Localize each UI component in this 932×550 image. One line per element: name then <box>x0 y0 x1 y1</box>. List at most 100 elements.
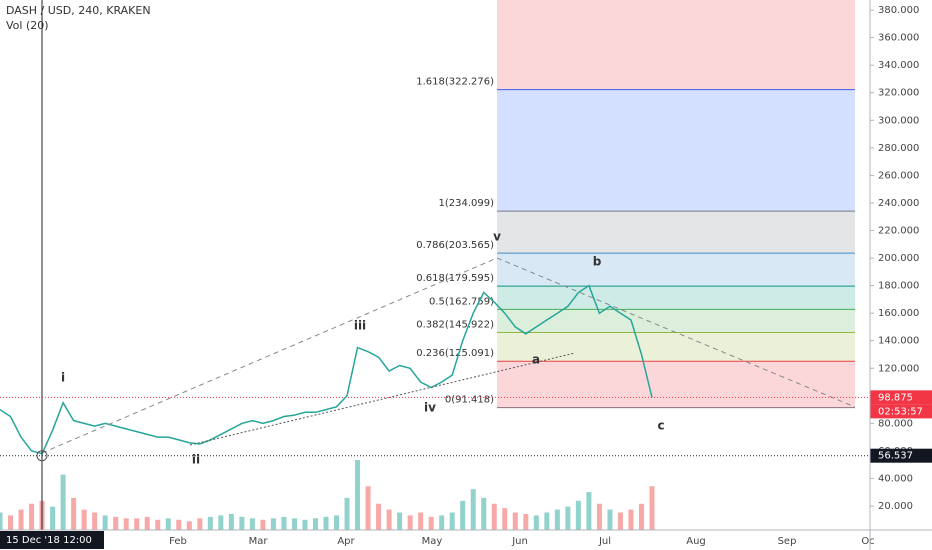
y-tick-label: 360.000 <box>878 33 919 44</box>
volume-bar <box>291 518 297 530</box>
volume-bar <box>29 503 35 530</box>
volume-bar <box>460 500 466 530</box>
fib-zone-top <box>497 0 855 90</box>
trend-line <box>189 352 576 446</box>
x-tick-label: Apr <box>337 536 355 547</box>
y-tick-label: 20.000 <box>878 501 913 512</box>
crosshair-time-tag <box>0 531 104 549</box>
fib-zone <box>497 286 855 310</box>
volume-bar <box>397 512 403 530</box>
fib-zone <box>497 309 855 333</box>
volume-bar <box>260 519 266 530</box>
y-tick-label: 260.000 <box>878 170 919 181</box>
volume-bar <box>113 516 119 530</box>
volume-bar <box>565 506 571 530</box>
volume-bar <box>50 506 56 530</box>
x-tick-label: Oc <box>861 536 874 547</box>
y-tick-label: 280.000 <box>878 143 919 154</box>
y-tick-label: 300.000 <box>878 115 919 126</box>
volume-bar <box>418 512 424 530</box>
fib-label: 0(91.418) <box>445 395 494 406</box>
y-tick-label: 80.000 <box>878 418 913 429</box>
indicator-label: Vol (20) <box>6 19 49 32</box>
volume-bar <box>355 460 361 530</box>
fib-zone <box>497 89 855 212</box>
wave-label: b <box>593 255 602 269</box>
countdown-label: 02:53:57 <box>878 406 923 417</box>
volume-bar <box>533 515 539 530</box>
volume-bar <box>544 512 550 530</box>
x-tick-label: Feb <box>169 536 187 547</box>
volume-bar <box>134 518 140 530</box>
fib-label: 0.382(145.922) <box>416 320 494 331</box>
fib-zone <box>497 332 855 362</box>
volume-bar <box>60 474 66 530</box>
volume-bar <box>386 509 392 530</box>
x-tick-label: Aug <box>686 536 706 547</box>
volume-bar <box>165 518 171 530</box>
fib-zone <box>497 253 855 287</box>
fib-label: 0.618(179.595) <box>416 273 494 284</box>
wave-label: ii <box>192 453 200 467</box>
x-tick-label: Sep <box>778 536 797 547</box>
volume-bar <box>92 512 98 530</box>
volume-bar <box>617 512 623 530</box>
wave-label: c <box>657 419 664 433</box>
fib-zone <box>497 361 855 408</box>
fib-label: 1(234.099) <box>438 198 494 209</box>
volume-bar <box>155 519 161 530</box>
x-tick-label: May <box>422 536 443 547</box>
crosshair-time-label: 15 Dec '18 12:00 <box>6 535 92 546</box>
volume-bar <box>344 497 350 530</box>
wave-label: iii <box>354 319 366 333</box>
volume-bar <box>197 518 203 530</box>
fib-zone <box>497 211 855 254</box>
trend-line <box>496 257 856 408</box>
volume-bar <box>228 513 234 530</box>
y-tick-label: 320.000 <box>878 88 919 99</box>
volume-bar <box>102 515 108 530</box>
volume-bar <box>8 515 14 530</box>
volume-bar <box>512 512 518 530</box>
volume-bar <box>334 515 340 530</box>
volume-bar <box>523 513 529 530</box>
fib-label: 0.236(125.091) <box>416 348 494 359</box>
volume-bar <box>281 516 287 530</box>
wave-label: a <box>532 353 540 367</box>
volume-bar <box>502 508 508 530</box>
crosshair-price-tag <box>870 448 932 463</box>
y-tick-label: 380.000 <box>878 5 919 16</box>
volume-bar <box>449 512 455 530</box>
volume-bar <box>207 516 213 530</box>
volume-bar <box>470 489 476 530</box>
volume-bar <box>649 486 655 530</box>
volume-bar <box>638 503 644 530</box>
y-tick-label: 220.000 <box>878 225 919 236</box>
volume-bar <box>376 503 382 530</box>
volume-bar <box>71 497 77 530</box>
wave-label: v <box>493 230 501 244</box>
y-tick-label: 340.000 <box>878 60 919 71</box>
volume-bar <box>323 516 329 530</box>
chart-title: DASH / USD, 240, KRAKEN <box>6 4 151 17</box>
countdown-tag <box>870 404 932 419</box>
volume-bar <box>218 515 224 530</box>
volume-bar <box>607 509 613 530</box>
plot-area <box>0 0 870 530</box>
y-tick-label: 140.000 <box>878 336 919 347</box>
x-tick-label: Mar <box>249 536 269 547</box>
volume-bar <box>439 515 445 530</box>
crosshair-price-label: 56.537 <box>878 451 913 462</box>
volume-bar <box>239 516 245 530</box>
volume-bar <box>491 503 497 530</box>
volume-bar <box>270 518 276 530</box>
volume-bar <box>596 503 602 530</box>
volume-bar <box>428 516 434 530</box>
y-tick-label: 200.000 <box>878 253 919 264</box>
x-tick-label: Jul <box>598 536 611 547</box>
y-tick-label: 160.000 <box>878 308 919 319</box>
x-tick-label: Jun <box>511 536 528 547</box>
wave-label: i <box>61 371 65 385</box>
last-price-label: 98.875 <box>878 392 913 403</box>
volume-bar <box>186 521 192 530</box>
